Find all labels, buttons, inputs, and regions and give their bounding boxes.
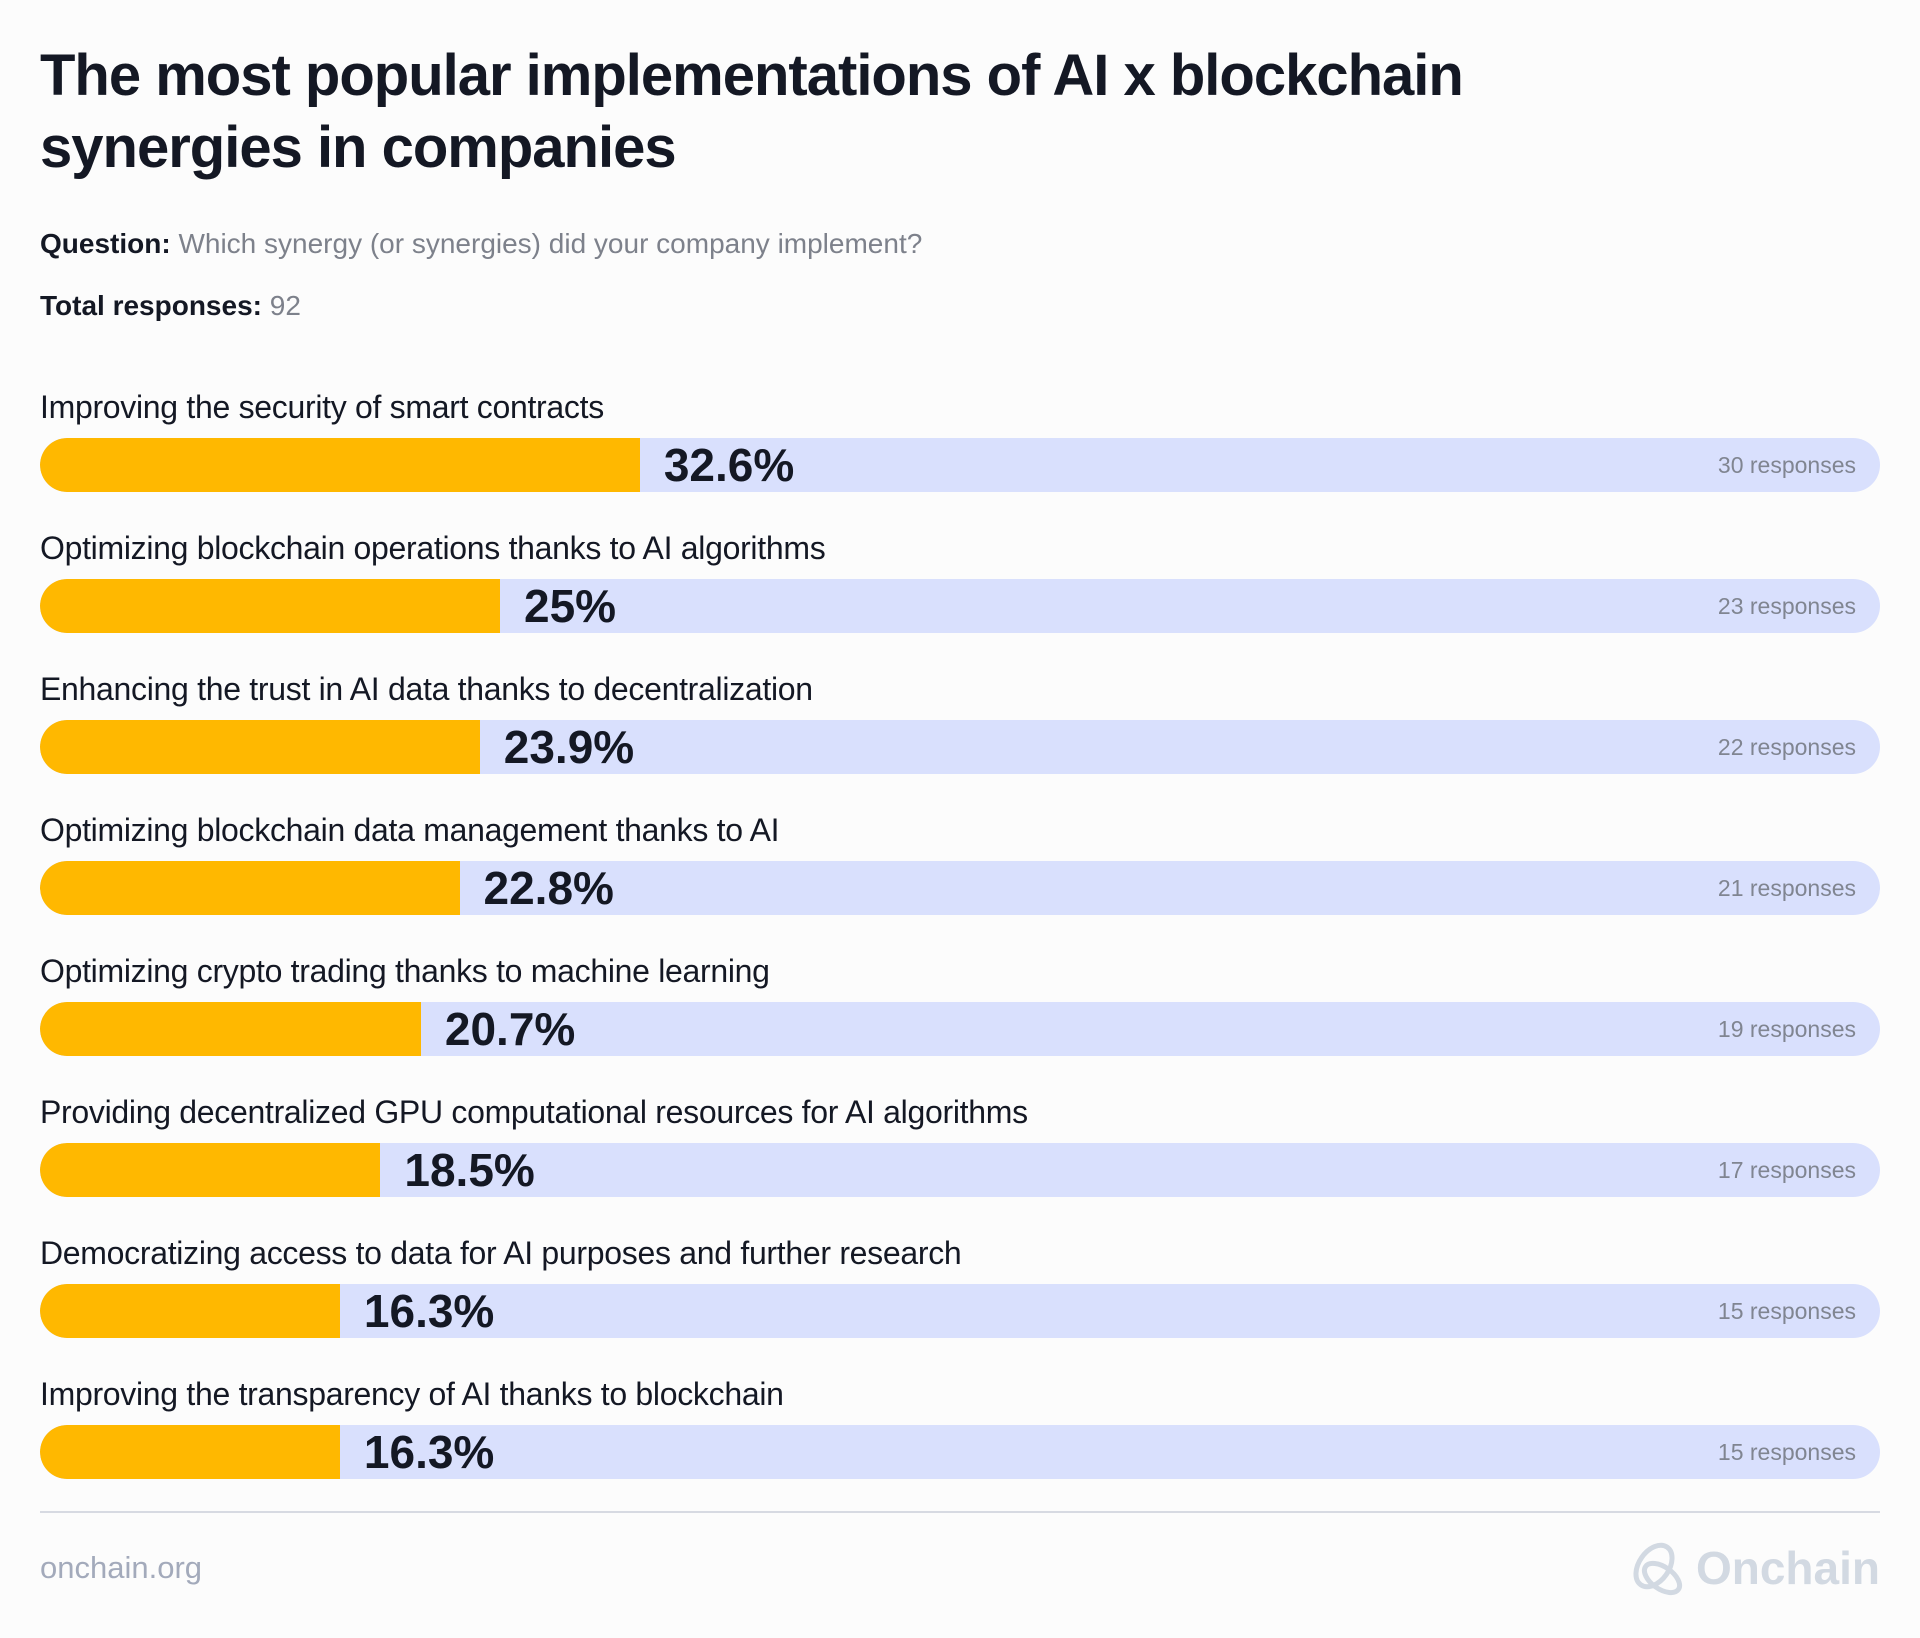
responses-label: 15 responses [1717,1298,1856,1324]
bar-row: Optimizing crypto trading thanks to mach… [40,949,1880,1090]
bar-track: 18.5% 17 responses [40,1143,1880,1197]
value-label: 32.6% [663,439,795,491]
onchain-knot-icon [1633,1542,1683,1596]
bar-row: Enhancing the trust in AI data thanks to… [40,667,1880,808]
category-label: Optimizing blockchain data management th… [40,812,780,848]
value-label: 16.3% [363,1426,495,1478]
bar-row: Optimizing blockchain operations thanks … [40,526,1880,667]
total-label: Total responses: [40,290,262,321]
bar-fill [40,861,460,915]
category-label: Providing decentralized GPU computationa… [40,1094,1028,1130]
onchain-logo: Onchain [1628,1540,1880,1596]
bar-track: 16.3% 15 responses [40,1284,1880,1338]
bar-track: 23.9% 22 responses [40,720,1880,774]
responses-label: 22 responses [1717,734,1856,760]
bar-row: Improving the transparency of AI thanks … [40,1372,1880,1513]
bar-fill [40,1284,340,1338]
value-label: 23.9% [503,721,635,773]
responses-label: 21 responses [1717,875,1856,901]
category-label: Optimizing crypto trading thanks to mach… [40,953,770,989]
question-label: Question: [40,228,171,259]
page-title: The most popular implementations of AI x… [40,43,1464,180]
responses-label: 15 responses [1717,1439,1856,1465]
total-value: 92 [269,290,301,321]
responses-label: 23 responses [1717,593,1856,619]
category-label: Improving the security of smart contract… [40,389,604,425]
bar-fill [40,1425,340,1479]
footer-url: onchain.org [40,1550,203,1585]
category-label: Enhancing the trust in AI data thanks to… [40,671,813,707]
question-text: Which synergy (or synergies) did your co… [178,228,923,259]
bar-track: 32.6% 30 responses [40,438,1880,492]
bar-fill [40,1143,381,1197]
bar-track: 25% 23 responses [40,579,1880,633]
value-label: 22.8% [483,862,614,914]
bar-fill [40,1002,421,1056]
value-label: 18.5% [404,1144,535,1196]
value-label: 20.7% [444,1003,576,1055]
responses-label: 30 responses [1717,452,1856,478]
responses-label: 19 responses [1717,1016,1856,1042]
bar-chart: Improving the security of smart contract… [40,385,1880,1513]
question-line: Question: Which synergy (or synergies) d… [40,228,922,260]
bar-track: 20.7% 19 responses [40,1002,1880,1056]
category-label: Optimizing blockchain operations thanks … [40,530,826,566]
divider [40,1511,1880,1513]
value-label: 25% [524,580,617,632]
bar-fill [40,579,500,633]
bar-fill [40,438,640,492]
bar-track: 16.3% 15 responses [40,1425,1880,1479]
bar-row: Providing decentralized GPU computationa… [40,1090,1880,1231]
category-label: Democratizing access to data for AI purp… [40,1235,962,1271]
bar-row: Democratizing access to data for AI purp… [40,1231,1880,1372]
value-label: 16.3% [363,1285,495,1337]
bar-row: Optimizing blockchain data management th… [40,808,1880,949]
category-label: Improving the transparency of AI thanks … [40,1376,784,1412]
responses-label: 17 responses [1717,1157,1856,1183]
bar-row: Improving the security of smart contract… [40,385,1880,526]
logo-text: Onchain [1695,1542,1880,1594]
bar-track: 22.8% 21 responses [40,861,1880,915]
total-line: Total responses: 92 [40,290,301,322]
bar-fill [40,720,480,774]
